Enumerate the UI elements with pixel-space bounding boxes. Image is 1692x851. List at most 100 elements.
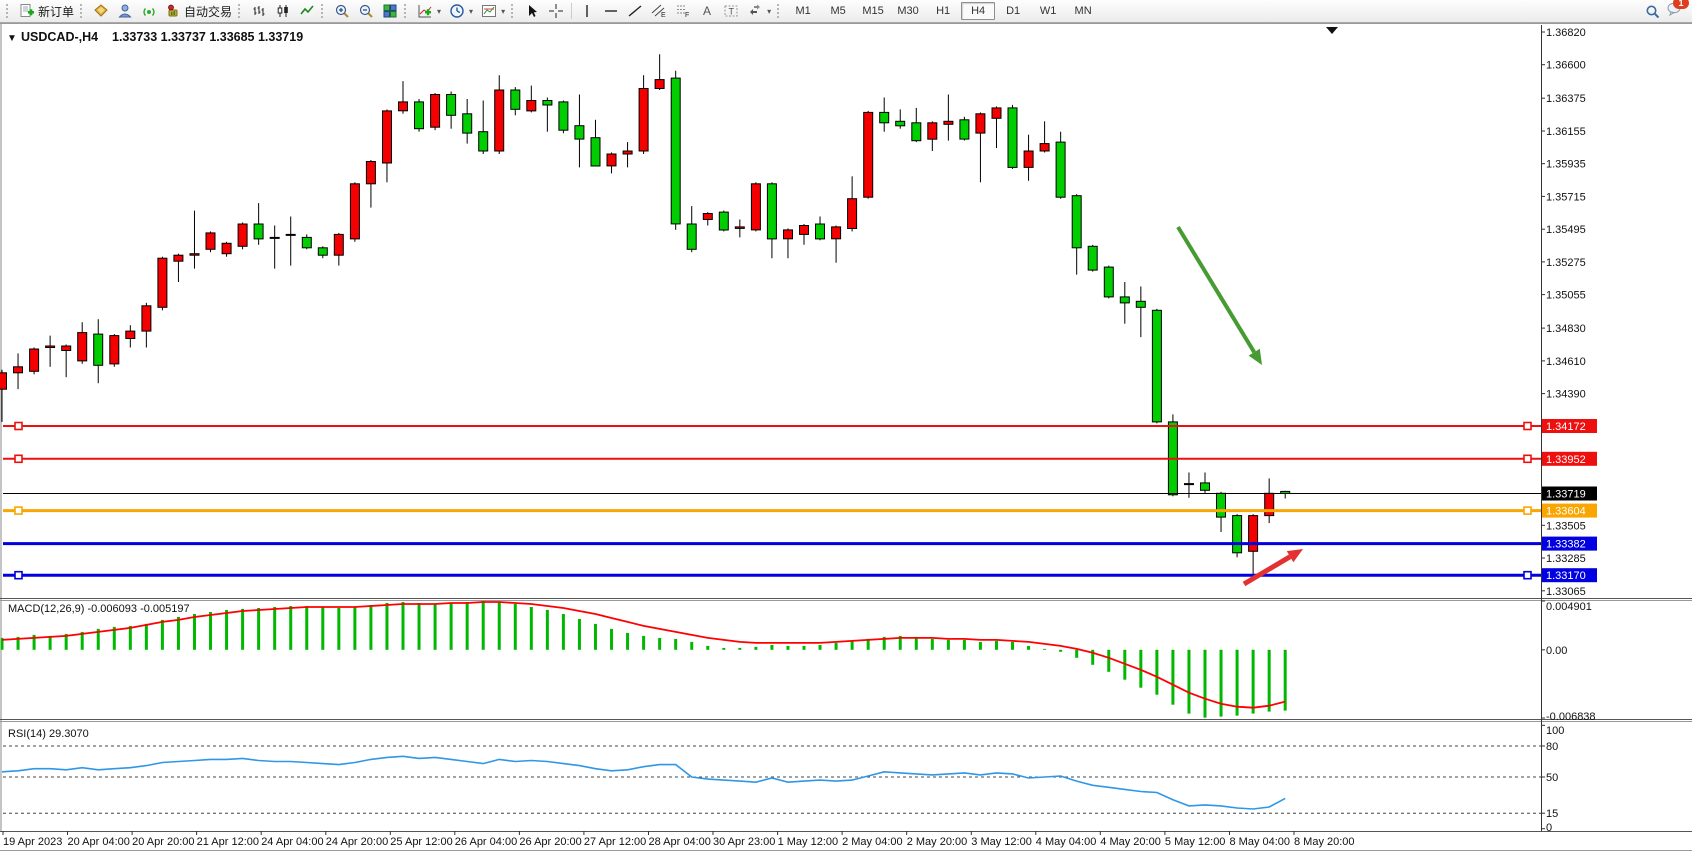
line-handle[interactable] bbox=[14, 421, 23, 431]
price-tick-label: 1.36820 bbox=[1546, 27, 1586, 39]
search-icon[interactable] bbox=[1645, 4, 1660, 19]
line-handle[interactable] bbox=[1523, 506, 1532, 515]
timeframe-button-d1[interactable]: D1 bbox=[1006, 5, 1021, 17]
price-tick-label: 1.36155 bbox=[1546, 126, 1586, 138]
price-line-label-box bbox=[1542, 486, 1597, 501]
price-tick-label: 1.33065 bbox=[1546, 586, 1586, 598]
time-tick-label: 2 May 04:00 bbox=[842, 836, 903, 848]
line-handle[interactable] bbox=[1523, 421, 1532, 431]
candle-bullish bbox=[333, 233, 344, 256]
new-order-icon bbox=[20, 4, 34, 17]
price-line-label: 1.33170 bbox=[1546, 570, 1586, 582]
candle-bearish bbox=[446, 94, 457, 116]
chart-background bbox=[0, 23, 1692, 851]
label-button[interactable]: T bbox=[719, 1, 743, 21]
candle-bearish bbox=[510, 89, 521, 110]
channel-button[interactable]: E bbox=[647, 1, 671, 21]
line-handle[interactable] bbox=[14, 454, 23, 464]
toolbar-separator bbox=[571, 3, 573, 19]
candle-bearish bbox=[478, 131, 489, 152]
toolbar-grip bbox=[80, 4, 85, 18]
candle-bearish bbox=[542, 100, 553, 106]
vertical-line-button[interactable] bbox=[575, 1, 599, 21]
templates-button[interactable]: ▾ bbox=[477, 1, 509, 21]
timeframe-button-m15[interactable]: M15 bbox=[862, 5, 884, 17]
macd-signal-line bbox=[1, 601, 1286, 709]
timeframe-button-w1[interactable]: W1 bbox=[1039, 5, 1057, 17]
signals-button[interactable] bbox=[137, 1, 161, 21]
candle-bullish bbox=[975, 113, 986, 134]
time-tick-label: 2 May 20:00 bbox=[907, 836, 968, 848]
periods-button[interactable]: ▾ bbox=[445, 1, 477, 21]
timeframe-button-m30[interactable]: M30 bbox=[897, 5, 919, 17]
candle-bullish bbox=[622, 150, 633, 155]
community-button[interactable] bbox=[113, 1, 137, 21]
zoom-in-icon bbox=[335, 4, 349, 18]
zoom-in-button[interactable] bbox=[330, 1, 354, 21]
line-chart-button[interactable] bbox=[295, 1, 319, 21]
candle-bullish bbox=[221, 242, 232, 255]
autotrading-button[interactable]: 自动交易 bbox=[161, 1, 236, 21]
candle-bearish bbox=[879, 111, 890, 124]
candlestick-button[interactable] bbox=[271, 1, 295, 21]
toolbar-grip bbox=[321, 4, 326, 18]
vertical-line-icon bbox=[586, 5, 588, 17]
notification-badge: 1 bbox=[1673, 0, 1689, 9]
red-trend-arrow[interactable] bbox=[1242, 554, 1292, 587]
timeframe-button-h1[interactable]: H1 bbox=[936, 5, 951, 17]
green-trend-arrow[interactable] bbox=[1176, 225, 1256, 354]
price-tick-label: 1.33285 bbox=[1546, 553, 1586, 565]
red-trend-arrow-head[interactable] bbox=[1286, 549, 1303, 563]
line-handle[interactable] bbox=[14, 570, 23, 580]
horizontal-line-button[interactable] bbox=[599, 1, 623, 21]
svg-text:A: A bbox=[703, 4, 711, 18]
crosshair-button[interactable] bbox=[544, 1, 568, 21]
candle-bullish bbox=[863, 111, 874, 198]
candle-bearish bbox=[959, 119, 970, 140]
timeframe-button-m5[interactable]: M5 bbox=[830, 5, 846, 17]
cursor-button[interactable] bbox=[520, 1, 544, 21]
seal-icon bbox=[94, 4, 108, 17]
candlestick-icon bbox=[277, 5, 288, 17]
candle-bullish bbox=[1023, 150, 1034, 168]
line-handle[interactable] bbox=[1523, 454, 1532, 464]
candle-bearish bbox=[766, 183, 777, 240]
price-tick-label: 1.35715 bbox=[1546, 191, 1586, 203]
macd-indicator-label: MACD(12,26,9) -0.006093 -0.005197 bbox=[8, 603, 190, 615]
price-tick-label: 1.36600 bbox=[1546, 60, 1586, 72]
toolbar-grip bbox=[511, 4, 516, 18]
line-handle[interactable] bbox=[1523, 570, 1532, 580]
text-button[interactable]: A bbox=[695, 1, 719, 21]
timeframe-button-h4[interactable]: H4 bbox=[961, 2, 996, 20]
price-line-label: 1.33604 bbox=[1546, 506, 1586, 518]
rsi-tick-label: 15 bbox=[1546, 808, 1558, 820]
trendline-button[interactable] bbox=[623, 1, 647, 21]
line-handle[interactable] bbox=[14, 506, 23, 515]
indicators-button[interactable]: ▾ bbox=[413, 1, 445, 21]
price-line-label: 1.34172 bbox=[1546, 421, 1586, 433]
shapes-button[interactable]: ▾ bbox=[743, 1, 775, 21]
symbol-dropdown-icon[interactable]: ▼ bbox=[7, 33, 17, 44]
candle-bullish bbox=[285, 233, 296, 236]
green-trend-arrow-head[interactable] bbox=[1248, 348, 1262, 365]
candle-bearish bbox=[301, 236, 312, 249]
time-tick-label: 20 Apr 04:00 bbox=[68, 836, 130, 848]
zoom-out-button[interactable] bbox=[354, 1, 378, 21]
bar-chart-button[interactable] bbox=[247, 1, 271, 21]
shapes-icon bbox=[750, 4, 761, 15]
tile-windows-button[interactable] bbox=[378, 1, 402, 21]
timeframe-button-mn[interactable]: MN bbox=[1074, 5, 1092, 17]
text-icon: A bbox=[703, 4, 711, 18]
candle-bullish bbox=[927, 122, 938, 140]
timeframe-button-m1[interactable]: M1 bbox=[795, 5, 811, 17]
time-tick-label: 3 May 12:00 bbox=[971, 836, 1032, 848]
new-order-button[interactable]: 新订单 bbox=[15, 1, 78, 21]
time-tick-label: 24 Apr 04:00 bbox=[261, 836, 323, 848]
fibonacci-button[interactable]: F bbox=[671, 1, 695, 21]
seal-button[interactable] bbox=[89, 1, 113, 21]
zoom-out-icon bbox=[359, 4, 373, 18]
rsi-tick-label: 0 bbox=[1546, 822, 1552, 834]
chat-button[interactable]: 1 bbox=[1666, 0, 1689, 21]
candle-bullish bbox=[750, 183, 761, 231]
